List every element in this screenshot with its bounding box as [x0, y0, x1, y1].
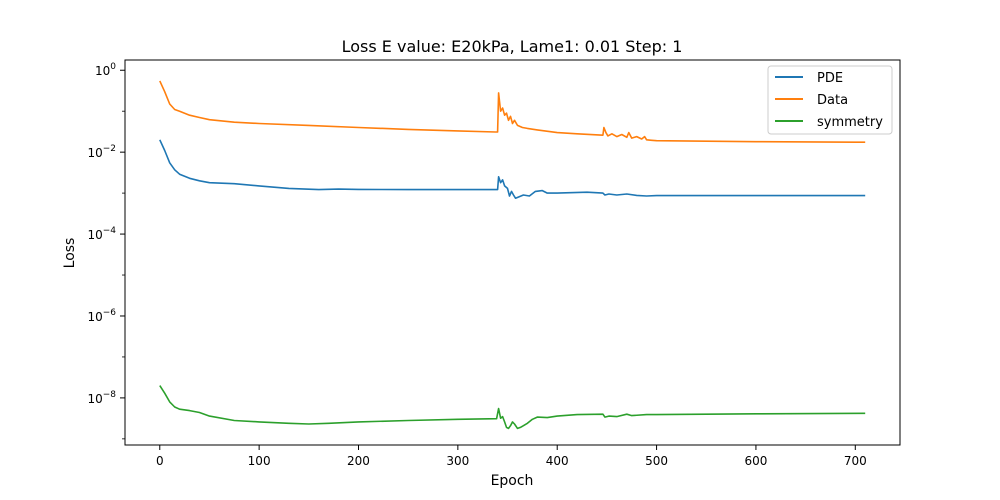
plot-frame: [124, 59, 901, 446]
x-tick-label: 500: [645, 454, 668, 468]
x-tick-label: 200: [347, 454, 370, 468]
x-tick-label: 100: [248, 454, 271, 468]
series-line-pde: [159, 139, 866, 199]
x-tick-label: 600: [744, 454, 767, 468]
y-axis-label: Loss: [62, 238, 78, 269]
legend-box: [767, 65, 893, 135]
series-layer: [159, 80, 866, 430]
series-line-symmetry: [159, 385, 866, 430]
chart-title: Loss E value: E20kPa, Lame1: 0.01 Step: …: [342, 37, 683, 56]
x-tick-label: 300: [446, 454, 469, 468]
x-tick-label: 400: [546, 454, 569, 468]
x-axis-label: Epoch: [491, 473, 534, 489]
x-tick-label: 700: [844, 454, 867, 468]
x-axis: 0 100 200 300 400 500 600 700: [156, 445, 867, 468]
legend-label-pde: PDE: [817, 71, 843, 86]
legend-label-symmetry: symmetry: [817, 115, 883, 130]
x-tick-label: 0: [156, 454, 164, 468]
series-line-data: [159, 80, 866, 143]
legend-label-data: Data: [817, 93, 848, 108]
legend: PDE Data symmetry: [767, 65, 893, 135]
